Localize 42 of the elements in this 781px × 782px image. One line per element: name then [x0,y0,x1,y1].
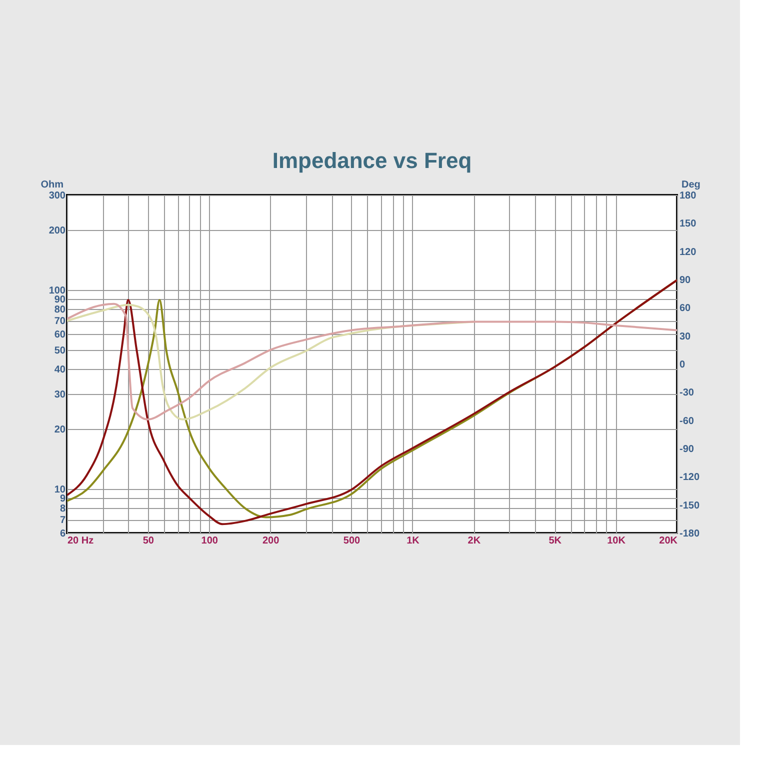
y-tick-label: 60 [54,330,66,341]
y-tick-label: 200 [48,226,66,237]
y-tick-label: 300 [48,190,66,202]
y2-tick-label: -60 [680,416,694,427]
y2-tick-label: 180 [680,190,697,202]
x-tick-label: 100 [201,536,218,546]
y-tick-label: 9 [60,493,66,504]
x-tick-label: 5K [548,536,562,546]
y2-tick-label: -150 [680,500,700,512]
y2-tick-label: 0 [680,360,686,370]
y-tick-label: 30 [54,389,66,400]
y-tick-label: 8 [60,504,66,515]
x-tick-label: 2K [468,536,482,546]
x-tick-label: 500 [343,536,361,546]
x-tick-label: 20 Hz [68,536,94,546]
y-axis-title: Ohm [40,180,64,190]
y2-tick-label: -180 [680,528,700,540]
y2-tick-label: 30 [680,331,692,342]
x-tick-label: 50 [142,536,154,546]
chart-title: Impedance vs Freq [272,148,472,173]
y-tick-label: 20 [54,424,66,436]
y2-tick-label: 120 [680,246,697,258]
y2-axis-title: Deg [682,180,700,190]
y-tick-label: 10 [54,484,66,496]
y2-tick-label: -90 [680,444,694,455]
y2-tick-label: 90 [680,275,692,286]
y-tick-label: 70 [54,316,66,328]
y2-tick-label: -120 [680,472,700,484]
x-tick-label: 1K [406,536,420,546]
x-tick-label: 200 [262,536,280,546]
x-tick-label: 20K [659,536,678,546]
y2-tick-label: 150 [680,218,697,230]
y-tick-label: 40 [54,364,66,376]
y2-tick-label: 60 [680,303,692,314]
y-tick-label: 80 [54,304,66,316]
y-tick-label: 100 [48,285,66,296]
y-tick-label: 50 [54,345,66,356]
y2-tick-label: -30 [680,388,694,399]
x-tick-label: 10K [607,536,626,546]
y-tick-label: 90 [54,294,66,306]
y-tick-label: 6 [60,528,66,540]
y-tick-label: 7 [60,515,66,526]
